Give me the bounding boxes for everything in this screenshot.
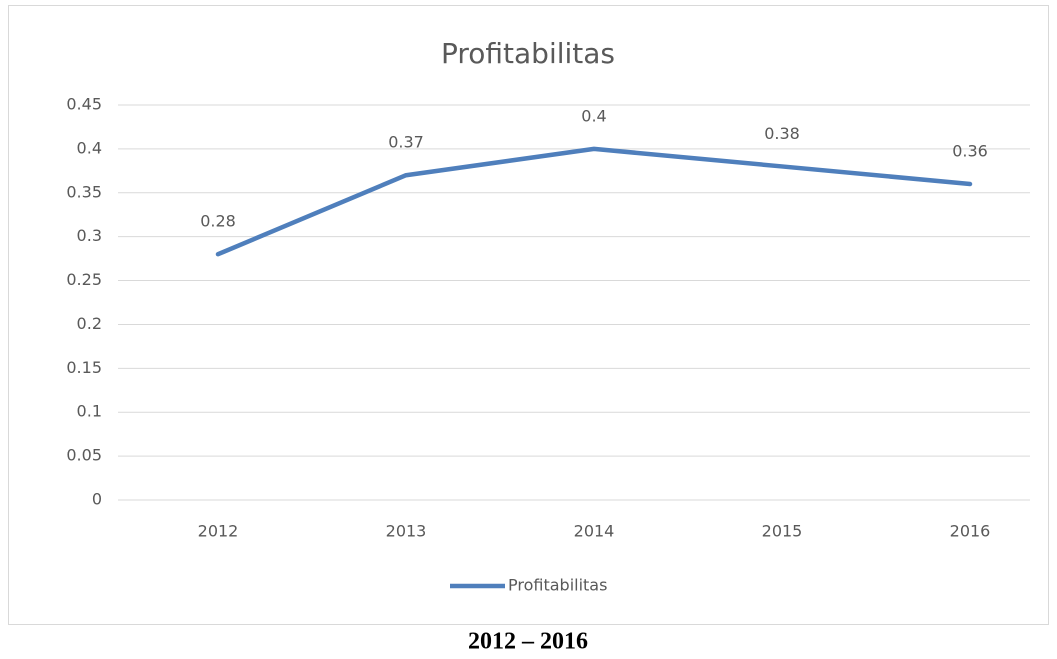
data-label: 0.28 (200, 212, 236, 231)
y-tick-label: 0.35 (66, 182, 102, 201)
data-label: 0.4 (581, 106, 606, 125)
x-tick-label: 2016 (950, 522, 991, 541)
data-label: 0.36 (952, 142, 988, 161)
y-tick-label: 0.25 (66, 270, 102, 289)
caption: 2012 – 2016 (468, 629, 588, 655)
chart-title: Profitabilitas (441, 37, 615, 70)
y-tick-label: 0.45 (66, 95, 102, 114)
line (215, 146, 973, 257)
y-tick-label: 0.2 (77, 314, 102, 333)
x-tick-label: 2012 (198, 522, 239, 541)
y-tick-label: 0.4 (77, 138, 102, 157)
data-label: 0.38 (764, 124, 800, 143)
x-tick-label: 2015 (762, 522, 803, 541)
legend-label: Profitabilitas (508, 576, 607, 595)
x-tick-label: 2014 (574, 522, 615, 541)
chart-frame (8, 5, 1049, 625)
y-tick-label: 0 (92, 490, 102, 509)
data-label: 0.37 (388, 133, 424, 152)
y-tick-label: 0.05 (66, 446, 102, 465)
y-tick-label: 0.3 (77, 226, 102, 245)
x-tick-label: 2013 (386, 522, 427, 541)
y-tick-label: 0.15 (66, 358, 102, 377)
y-tick-label: 0.1 (77, 402, 102, 421)
